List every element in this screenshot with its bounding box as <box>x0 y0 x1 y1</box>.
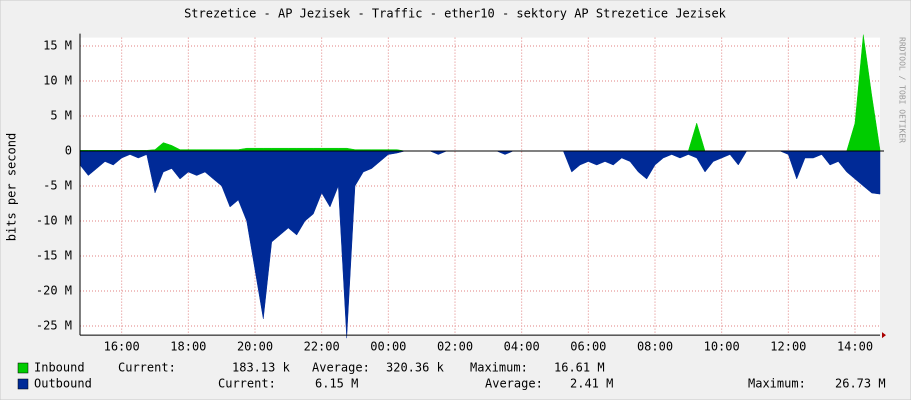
x-tick-label: 04:00 <box>504 340 540 354</box>
legend-stat: 16.61 M <box>554 361 605 375</box>
legend-stat: Maximum: <box>470 361 528 375</box>
legend-stat: 2.41 M <box>570 377 613 391</box>
y-tick-label: -10 M <box>36 214 72 228</box>
x-axis-arrow <box>882 332 886 339</box>
y-axis-label: bits per second <box>5 133 19 241</box>
legend-stat: Average: <box>485 377 543 391</box>
y-tick-label: 10 M <box>43 74 72 88</box>
x-tick-label: 02:00 <box>437 340 473 354</box>
y-tick-label: 5 M <box>50 109 72 123</box>
x-tick-label: 16:00 <box>104 340 140 354</box>
legend-label: Outbound <box>34 377 92 391</box>
x-tick-label: 08:00 <box>637 340 673 354</box>
legend-stat: 183.13 k <box>232 361 291 375</box>
legend-swatch <box>17 362 29 374</box>
y-tick-label: 15 M <box>43 39 72 53</box>
x-tick-label: 00:00 <box>370 340 406 354</box>
legend-stat: Maximum: <box>748 377 806 391</box>
y-tick-label: -20 M <box>36 284 72 298</box>
legend-stat: Current: <box>118 361 176 375</box>
y-tick-label: -25 M <box>36 319 72 333</box>
legend-stat: Average: <box>312 361 370 375</box>
legend-swatch <box>17 378 29 390</box>
chart-title: Strezetice - AP Jezisek - Traffic - ethe… <box>184 7 727 21</box>
x-tick-label: 18:00 <box>170 340 206 354</box>
legend-stat: 320.36 k <box>386 361 445 375</box>
legend-label: Inbound <box>34 361 85 375</box>
x-tick-label: 06:00 <box>570 340 606 354</box>
legend-stat: Current: <box>218 377 276 391</box>
x-tick-label: 14:00 <box>837 340 873 354</box>
x-tick-label: 22:00 <box>304 340 340 354</box>
legend-stat: 26.73 M <box>835 377 886 391</box>
y-tick-label: -15 M <box>36 249 72 263</box>
x-tick-label: 10:00 <box>704 340 740 354</box>
legend-stat: 6.15 M <box>315 377 358 391</box>
watermark: RRDTOOL / TOBI OETIKER <box>898 37 907 143</box>
x-tick-label: 12:00 <box>770 340 806 354</box>
y-tick-label: 0 <box>65 144 72 158</box>
x-tick-label: 20:00 <box>237 340 273 354</box>
y-tick-label: -5 M <box>43 179 72 193</box>
